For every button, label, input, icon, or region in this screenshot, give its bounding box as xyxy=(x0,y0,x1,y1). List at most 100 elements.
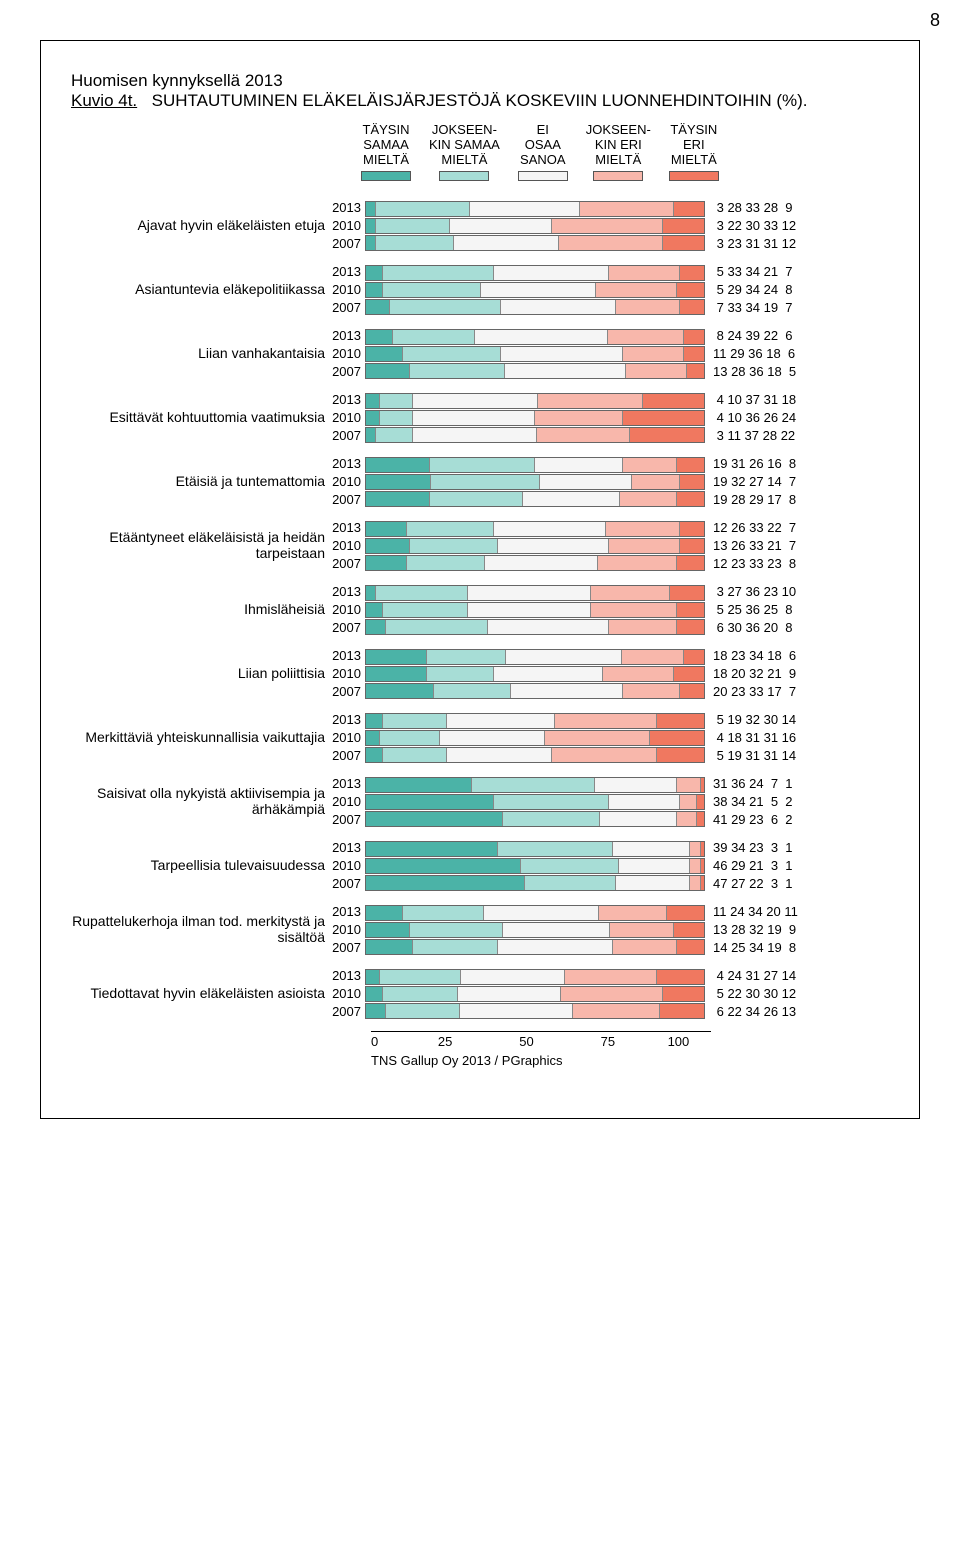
bar-segment xyxy=(650,731,704,745)
chart-group: Liian poliittisia20132010200718 23 34 18… xyxy=(71,647,889,701)
bar-row xyxy=(365,649,705,665)
values-row: 4 10 36 26 24 xyxy=(713,409,796,427)
bar-segment xyxy=(622,650,683,664)
values-column: 11 24 34 20 1113 28 32 19 914 25 34 19 8 xyxy=(705,903,798,957)
bar-segment xyxy=(565,970,656,984)
bar-row xyxy=(365,521,705,537)
bar-row xyxy=(365,922,705,938)
bar-segment xyxy=(460,1004,574,1018)
group-label: Liian poliittisia xyxy=(71,666,331,681)
bar-row xyxy=(365,777,705,793)
bar-segment xyxy=(687,364,704,378)
bar-segment xyxy=(609,266,680,280)
group-label: Saisivat olla nykyistä aktiivisempia ja … xyxy=(71,786,331,817)
bar-segment xyxy=(366,492,430,506)
bar-segment xyxy=(503,923,610,937)
values-row: 13 28 36 18 5 xyxy=(713,363,796,381)
legend-label-line: TÄYSIN xyxy=(363,123,410,138)
bar-segment xyxy=(701,859,704,873)
year-label: 2010 xyxy=(331,345,361,363)
bar-segment xyxy=(552,219,664,233)
values-row: 12 23 33 23 8 xyxy=(713,555,796,573)
bar-segment xyxy=(498,842,613,856)
bar-segment xyxy=(470,202,580,216)
bar-row xyxy=(365,730,705,746)
bars-column xyxy=(365,776,705,828)
values-column: 19 31 26 16 819 32 27 14 719 28 29 17 8 xyxy=(705,455,796,509)
bar-segment xyxy=(366,300,390,314)
values-row: 8 24 39 22 6 xyxy=(713,327,796,345)
bar-segment xyxy=(677,778,701,792)
bar-segment xyxy=(410,923,504,937)
bar-segment xyxy=(663,219,704,233)
bar-segment xyxy=(701,778,704,792)
bar-segment xyxy=(376,586,468,600)
legend-label-line: KIN SAMAA xyxy=(429,138,500,153)
bar-segment xyxy=(366,731,380,745)
bar-segment xyxy=(366,202,376,216)
bar-segment xyxy=(427,667,495,681)
group-label: Tarpeellisia tulevaisuudessa xyxy=(71,858,331,873)
bar-segment xyxy=(559,236,664,250)
legend-label-line: MIELTÄ xyxy=(595,153,641,168)
bar-segment xyxy=(630,428,704,442)
bar-row xyxy=(365,875,705,891)
bar-row xyxy=(365,986,705,1002)
bar-segment xyxy=(366,236,376,250)
bar-row xyxy=(365,457,705,473)
bar-row xyxy=(365,393,705,409)
survey-title: Huomisen kynnyksellä 2013 xyxy=(71,71,889,91)
bars-column xyxy=(365,648,705,700)
values-row: 4 18 31 31 16 xyxy=(713,729,796,747)
bars-column xyxy=(365,904,705,956)
bar-segment xyxy=(677,940,704,954)
bar-segment xyxy=(383,283,481,297)
bar-segment xyxy=(663,236,704,250)
bar-segment xyxy=(431,475,540,489)
bar-segment xyxy=(413,428,537,442)
bar-segment xyxy=(494,667,602,681)
bar-segment xyxy=(674,923,704,937)
bar-segment xyxy=(366,330,393,344)
bar-row xyxy=(365,410,705,426)
axis-tick: 25 xyxy=(438,1034,452,1049)
legend-swatch xyxy=(669,171,719,181)
bar-segment xyxy=(580,202,674,216)
year-label: 2010 xyxy=(331,921,361,939)
legend-label-line: OSAA xyxy=(525,138,561,153)
bar-segment xyxy=(535,458,623,472)
header: Huomisen kynnyksellä 2013 Kuvio 4t. SUHT… xyxy=(71,71,889,111)
legend-item: TÄYSINERIMIELTÄ xyxy=(669,123,719,181)
values-row: 5 33 34 21 7 xyxy=(713,263,793,281)
group-label: Esittävät kohtuuttomia vaatimuksia xyxy=(71,410,331,425)
bar-segment xyxy=(376,428,413,442)
kuvio-link[interactable]: Kuvio 4t. xyxy=(71,91,137,110)
legend-label-line: ERI xyxy=(683,138,705,153)
chart-group: Etääntyneet eläkeläisistä ja heidän tarp… xyxy=(71,519,889,573)
values-row: 6 30 36 20 8 xyxy=(713,619,796,637)
bar-segment xyxy=(366,714,383,728)
bar-segment xyxy=(677,458,704,472)
values-row: 11 24 34 20 11 xyxy=(713,903,798,921)
bar-segment xyxy=(494,266,609,280)
bar-segment xyxy=(623,411,704,425)
bar-segment xyxy=(680,266,704,280)
chart-group: Rupattelukerhoja ilman tod. merkitystä j… xyxy=(71,903,889,957)
bar-segment xyxy=(684,650,704,664)
year-column: 201320102007 xyxy=(331,263,365,317)
year-label: 2013 xyxy=(331,647,361,665)
group-label: Ihmisläheisiä xyxy=(71,602,331,617)
year-label: 2013 xyxy=(331,775,361,793)
bar-segment xyxy=(366,778,472,792)
year-label: 2010 xyxy=(331,473,361,491)
year-column: 201320102007 xyxy=(331,583,365,637)
page-number: 8 xyxy=(930,10,940,31)
year-label: 2010 xyxy=(331,281,361,299)
bar-segment xyxy=(667,906,704,920)
axis-tick: 0 xyxy=(371,1034,378,1049)
bar-segment xyxy=(537,428,631,442)
bar-segment xyxy=(540,475,632,489)
chart-group: Ajavat hyvin eläkeläisten etuja201320102… xyxy=(71,199,889,253)
legend-item: TÄYSINSAMAAMIELTÄ xyxy=(361,123,411,181)
chart-group: Ihmisläheisiä201320102007 3 27 36 23 10 … xyxy=(71,583,889,637)
